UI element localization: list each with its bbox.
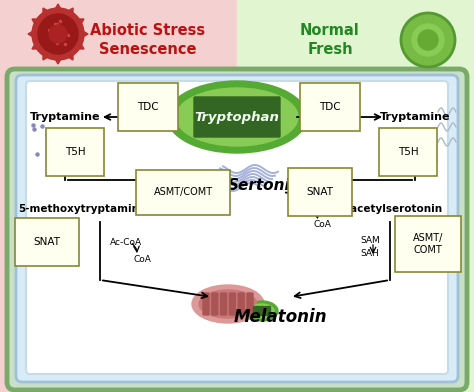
FancyBboxPatch shape: [265, 307, 271, 316]
Polygon shape: [43, 8, 49, 15]
FancyBboxPatch shape: [229, 293, 236, 315]
Text: SAH: SAH: [361, 249, 379, 258]
Bar: [237, 0, 474, 392]
Text: SNAT: SNAT: [307, 187, 334, 197]
Text: Ac-CoA: Ac-CoA: [110, 238, 142, 247]
Text: T5H: T5H: [64, 147, 85, 157]
Circle shape: [418, 30, 438, 50]
FancyBboxPatch shape: [16, 75, 458, 382]
Circle shape: [32, 8, 84, 60]
Text: N-acetylserotonin: N-acetylserotonin: [337, 204, 443, 214]
Polygon shape: [55, 4, 62, 10]
Ellipse shape: [246, 301, 278, 321]
Text: Sertonin: Sertonin: [228, 178, 302, 192]
Text: T5H: T5H: [398, 147, 419, 157]
Bar: [0, 0, 237, 392]
Ellipse shape: [167, 81, 307, 153]
FancyBboxPatch shape: [247, 293, 253, 315]
Text: Normal
Fresh: Normal Fresh: [300, 23, 360, 57]
Polygon shape: [67, 8, 73, 15]
Ellipse shape: [176, 88, 298, 146]
Text: TDC: TDC: [319, 102, 341, 112]
Ellipse shape: [199, 290, 257, 318]
FancyBboxPatch shape: [194, 129, 280, 137]
Circle shape: [401, 13, 455, 67]
Polygon shape: [77, 19, 84, 25]
Text: TDC: TDC: [137, 102, 159, 112]
Polygon shape: [32, 19, 39, 25]
Text: CoA: CoA: [133, 254, 151, 263]
Text: ASMT/COMT: ASMT/COMT: [154, 187, 212, 197]
Text: SNAT: SNAT: [34, 237, 61, 247]
FancyBboxPatch shape: [7, 69, 467, 390]
FancyBboxPatch shape: [259, 307, 264, 316]
FancyBboxPatch shape: [194, 121, 280, 129]
Text: Abiotic Stress
Senescence: Abiotic Stress Senescence: [91, 23, 206, 57]
Circle shape: [49, 25, 67, 43]
Ellipse shape: [192, 285, 264, 323]
FancyBboxPatch shape: [254, 307, 258, 316]
Polygon shape: [55, 58, 62, 64]
Polygon shape: [67, 53, 73, 60]
Polygon shape: [28, 31, 34, 38]
FancyBboxPatch shape: [220, 293, 227, 315]
Polygon shape: [77, 43, 84, 49]
FancyBboxPatch shape: [194, 113, 280, 121]
FancyBboxPatch shape: [203, 293, 209, 315]
FancyBboxPatch shape: [212, 293, 218, 315]
FancyBboxPatch shape: [194, 97, 280, 105]
Text: ASMT/
COMT: ASMT/ COMT: [413, 233, 443, 255]
Polygon shape: [82, 31, 88, 38]
Text: Tryptamine: Tryptamine: [380, 112, 450, 122]
Text: SAM: SAM: [360, 236, 380, 245]
FancyBboxPatch shape: [238, 293, 244, 315]
Polygon shape: [32, 43, 39, 49]
Text: CoA: CoA: [313, 220, 331, 229]
Text: 5-methoxytryptamine: 5-methoxytryptamine: [18, 204, 146, 214]
Polygon shape: [43, 53, 49, 60]
Circle shape: [412, 24, 444, 56]
Text: Tryptophan: Tryptophan: [194, 111, 280, 123]
Ellipse shape: [250, 304, 274, 318]
Text: Ac-CoA: Ac-CoA: [289, 205, 321, 214]
FancyBboxPatch shape: [194, 105, 280, 113]
Circle shape: [38, 14, 78, 54]
Text: Melatonin: Melatonin: [233, 308, 327, 326]
Text: Tryptamine: Tryptamine: [30, 112, 100, 122]
FancyBboxPatch shape: [26, 81, 448, 374]
